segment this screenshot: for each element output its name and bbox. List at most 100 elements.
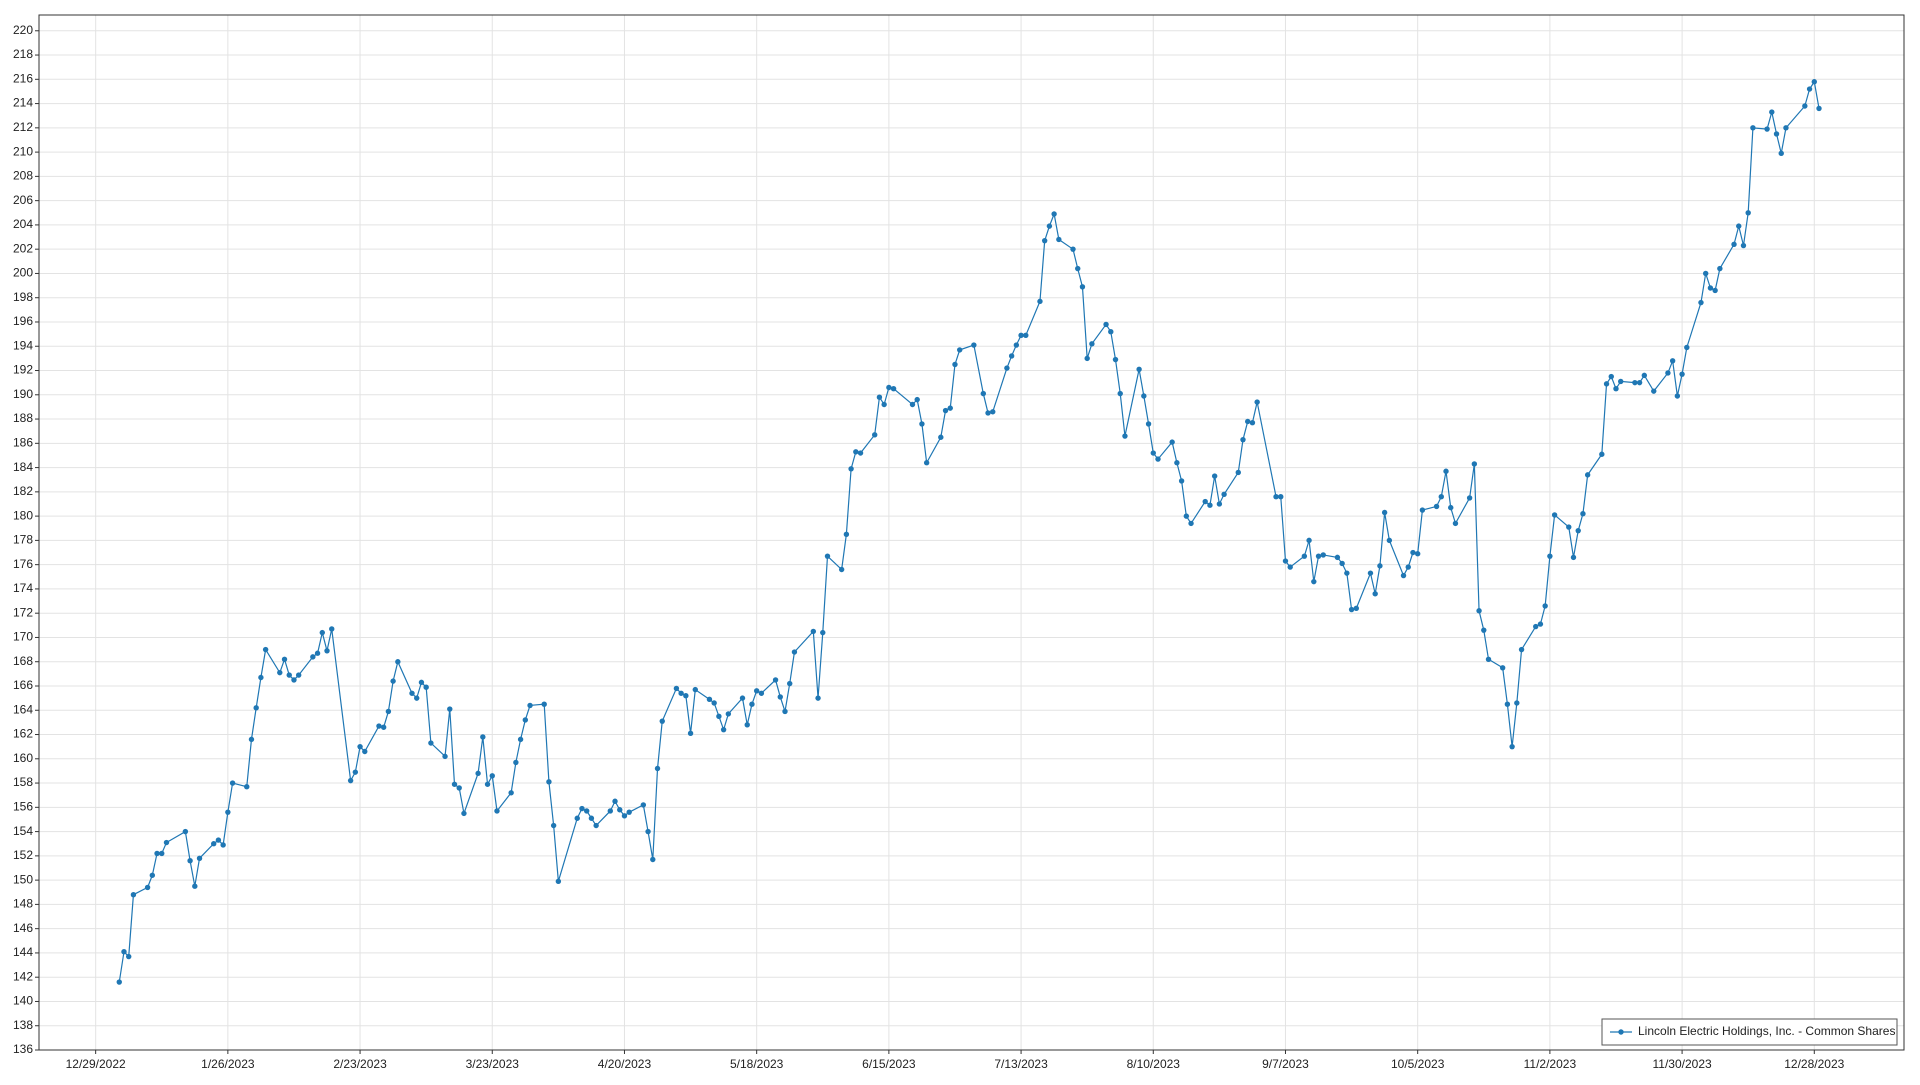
data-point: [1537, 621, 1544, 627]
data-point: [1013, 342, 1020, 348]
y-tick-label: 178: [13, 533, 33, 547]
y-tick-label: 152: [13, 848, 33, 862]
data-point: [314, 650, 321, 656]
y-tick-label: 192: [13, 363, 33, 377]
data-point: [352, 769, 359, 775]
data-point: [527, 702, 533, 709]
y-tick-label: 200: [13, 266, 33, 280]
data-point: [149, 872, 156, 878]
legend-label: Lincoln Electric Holdings, Inc. - Common…: [1638, 1024, 1895, 1038]
data-point: [144, 884, 151, 891]
data-point: [1731, 241, 1737, 248]
data-point: [650, 856, 656, 863]
data-point: [513, 759, 519, 766]
data-point: [1684, 344, 1690, 351]
x-tick-label: 12/29/2022: [66, 1057, 126, 1071]
data-point: [522, 717, 529, 723]
data-point: [1249, 419, 1256, 426]
data-point: [777, 694, 783, 700]
data-point: [1778, 150, 1784, 157]
y-tick-label: 190: [13, 387, 33, 401]
y-tick-label: 186: [13, 435, 33, 449]
data-point: [1570, 554, 1577, 561]
x-tick-label: 4/20/2023: [598, 1057, 652, 1071]
data-point: [1315, 553, 1322, 559]
data-point: [1377, 563, 1383, 569]
data-point: [673, 685, 680, 692]
data-point: [824, 553, 831, 559]
data-point: [1084, 355, 1090, 362]
data-point: [942, 407, 949, 414]
data-point: [1481, 627, 1487, 633]
data-point: [659, 718, 665, 724]
data-point: [1448, 504, 1454, 511]
data-point: [1712, 287, 1718, 294]
data-point: [428, 740, 434, 746]
data-point: [1740, 242, 1747, 249]
data-point: [456, 785, 462, 791]
data-point: [1183, 513, 1190, 519]
y-tick-label: 136: [13, 1042, 33, 1056]
data-point: [1207, 502, 1213, 508]
y-tick-label: 142: [13, 969, 33, 983]
data-point: [1443, 468, 1449, 474]
data-point: [1599, 451, 1605, 457]
data-point: [914, 396, 920, 403]
data-point: [787, 680, 793, 687]
data-point: [182, 828, 189, 835]
data-point: [739, 695, 746, 701]
x-tick-label: 2/23/2023: [333, 1057, 387, 1071]
data-point: [546, 779, 552, 785]
data-point: [1202, 498, 1208, 505]
y-tick-label: 208: [13, 169, 33, 183]
data-point: [362, 748, 368, 755]
data-point: [1306, 537, 1312, 544]
data-point: [447, 706, 453, 712]
data-point: [1736, 223, 1742, 229]
y-tick-label: 168: [13, 654, 33, 668]
data-point: [1386, 537, 1393, 544]
data-point: [1051, 211, 1057, 217]
x-tick-label: 11/30/2023: [1653, 1057, 1712, 1071]
data-point: [1811, 79, 1817, 85]
data-point: [1580, 510, 1586, 517]
data-point: [253, 705, 259, 711]
data-point: [1079, 284, 1086, 290]
data-point: [277, 669, 283, 676]
data-point: [980, 390, 987, 397]
data-point: [484, 781, 491, 787]
data-point: [1311, 578, 1317, 585]
data-point: [938, 434, 944, 440]
data-point: [654, 765, 661, 772]
data-point: [1783, 125, 1789, 131]
data-point: [706, 696, 713, 703]
data-point: [1551, 512, 1558, 518]
data-point: [494, 808, 500, 814]
data-point: [1679, 371, 1685, 377]
y-tick-label: 154: [13, 824, 33, 838]
data-point: [909, 401, 916, 408]
data-point: [163, 839, 170, 846]
data-point: [645, 828, 651, 835]
data-point: [130, 891, 137, 898]
data-point: [848, 466, 854, 472]
data-point: [1641, 372, 1648, 379]
data-point: [753, 688, 760, 694]
data-point: [843, 531, 850, 538]
y-tick-label: 158: [13, 775, 33, 789]
data-point: [772, 677, 779, 683]
data-point: [1075, 265, 1081, 272]
data-point: [385, 708, 392, 715]
y-tick-label: 198: [13, 290, 33, 304]
data-point: [480, 734, 486, 740]
data-point: [418, 679, 425, 686]
data-point: [720, 726, 727, 733]
data-point: [196, 855, 203, 861]
y-tick-label: 204: [13, 217, 33, 231]
data-point: [1320, 552, 1326, 558]
data-point: [121, 949, 127, 955]
data-point: [815, 695, 821, 701]
data-point: [329, 626, 335, 632]
data-point: [886, 384, 892, 391]
